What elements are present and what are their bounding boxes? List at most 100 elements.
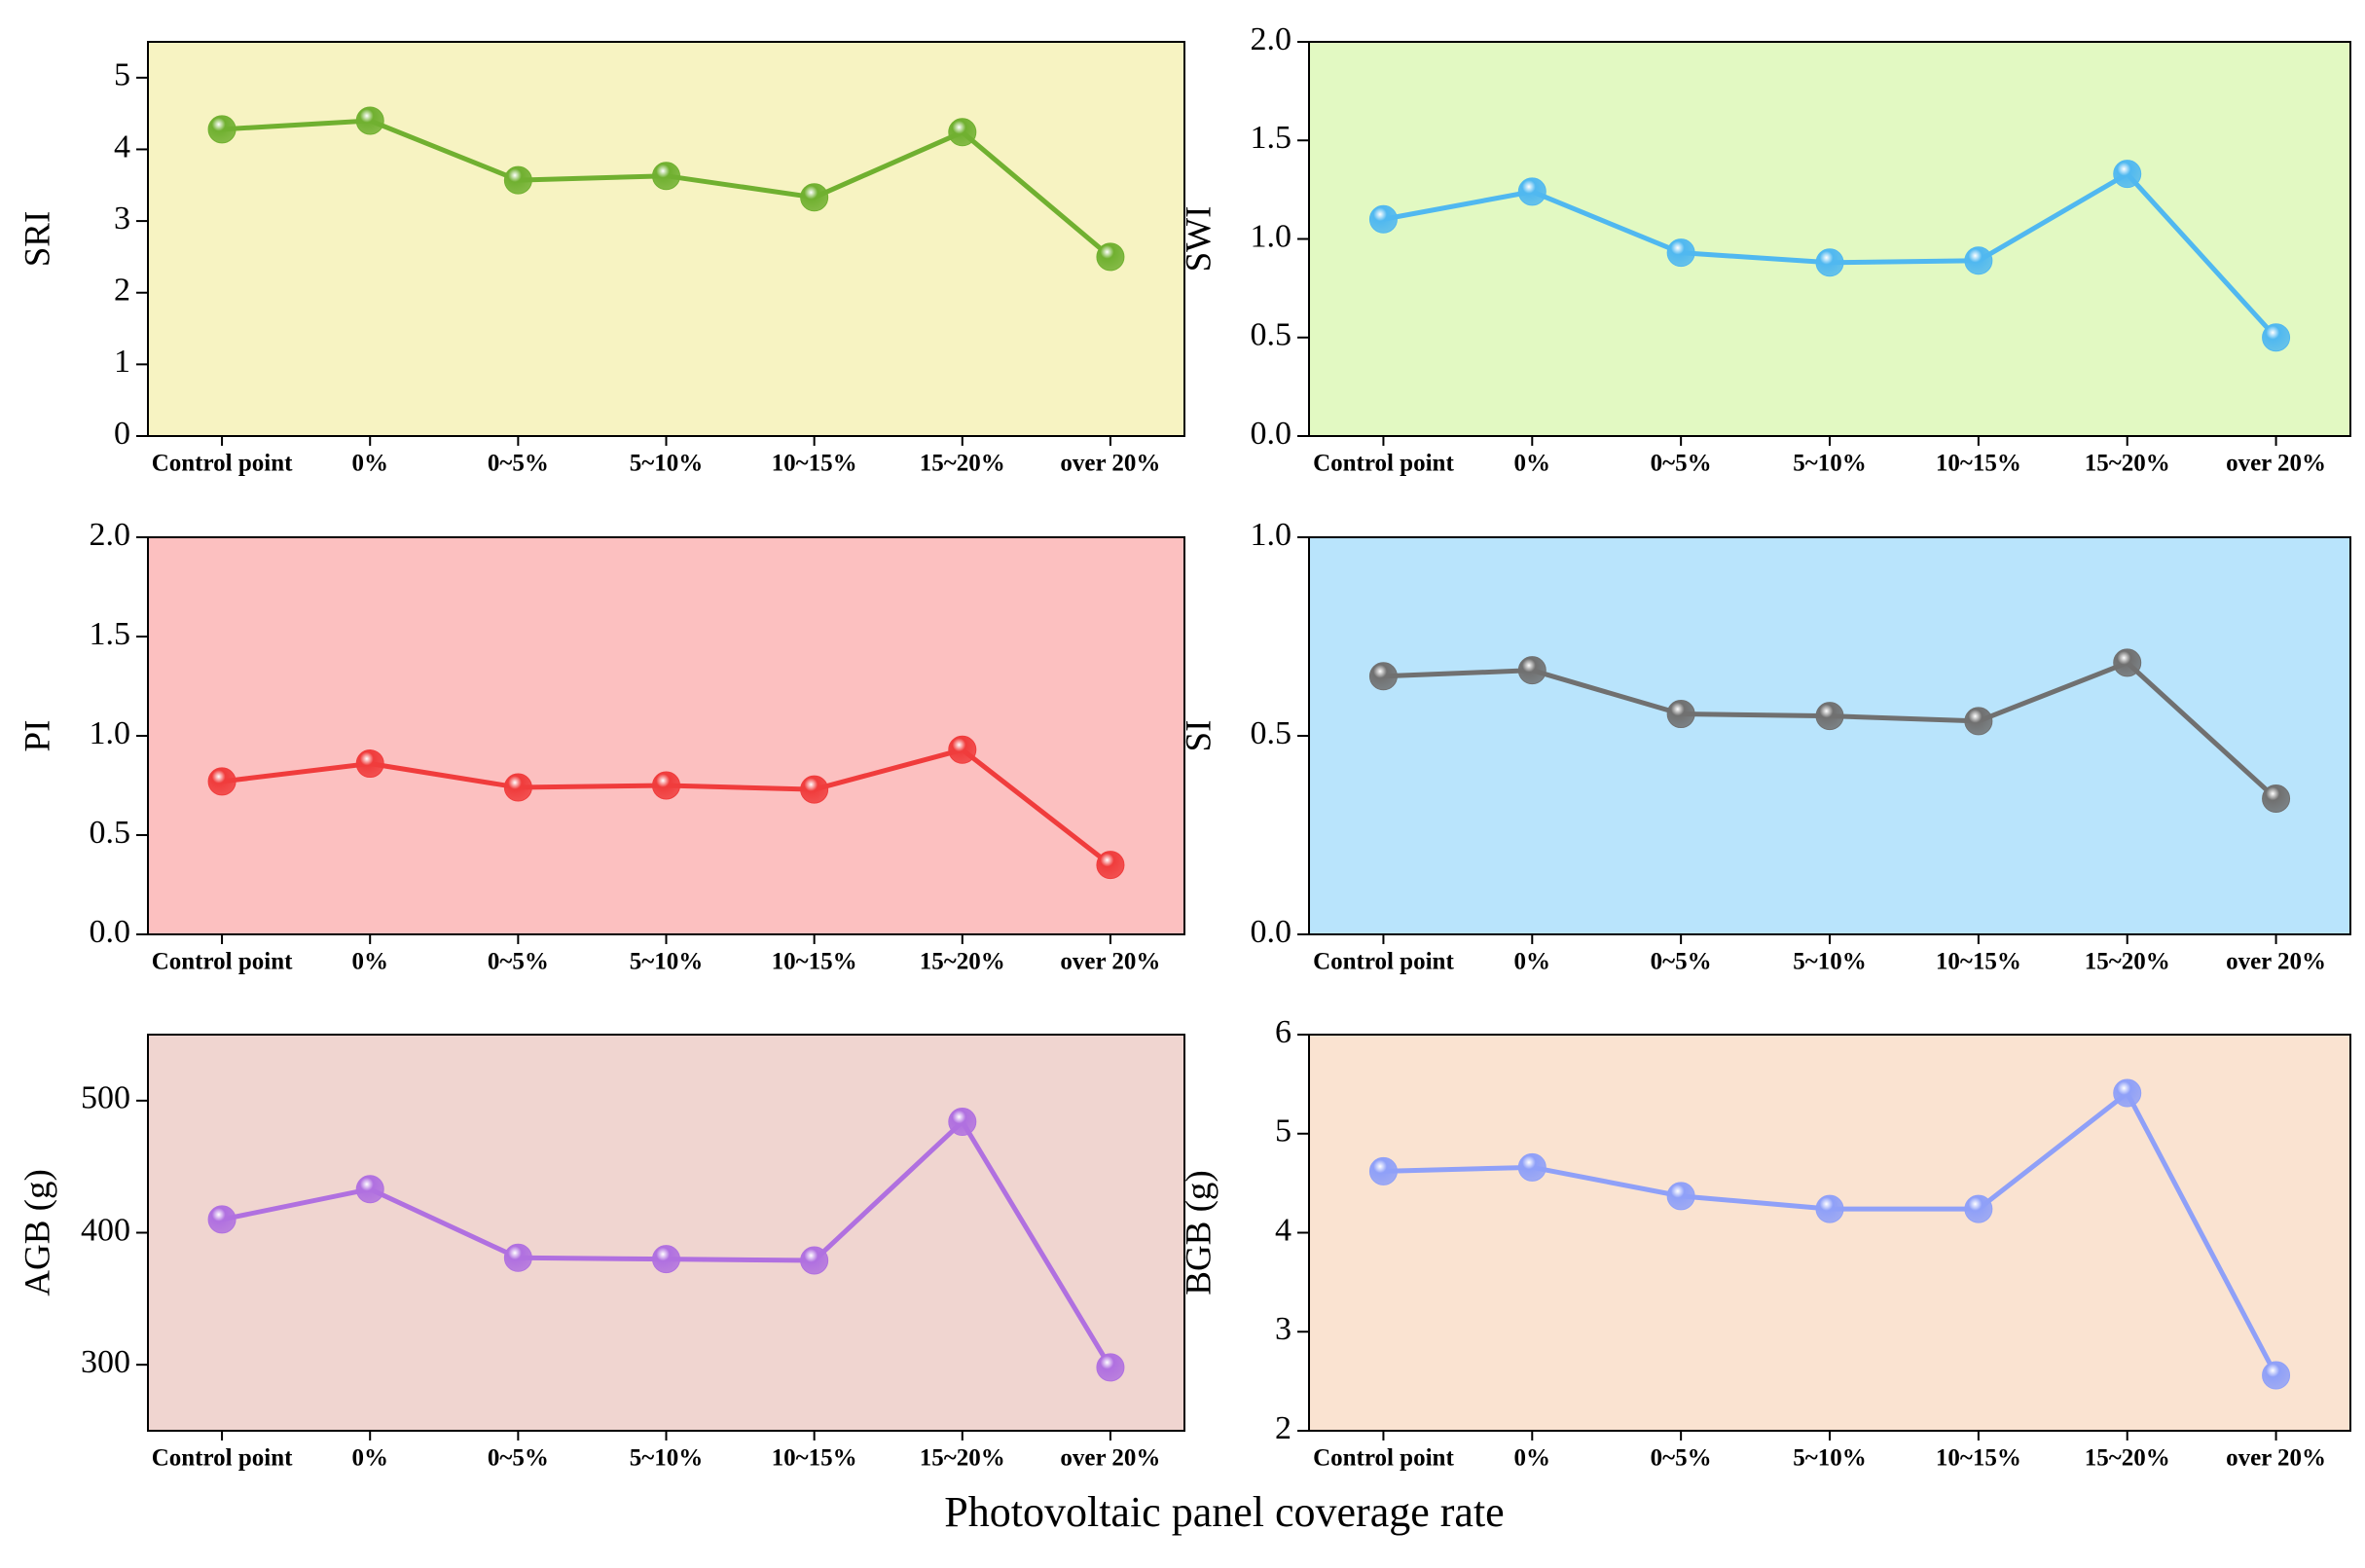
x-tick-label: over 20% xyxy=(1060,1445,1160,1472)
x-tick-label: Control point xyxy=(152,1445,293,1472)
y-tick-label: 1.5 xyxy=(90,616,131,652)
x-tick-label: 5~10% xyxy=(1793,451,1867,477)
data-point xyxy=(1096,242,1125,272)
data-point xyxy=(652,771,680,800)
x-tick-label: 5~10% xyxy=(630,451,704,477)
data-point xyxy=(2113,1078,2142,1108)
y-tick-label: 0.0 xyxy=(90,914,131,950)
x-tick-label: over 20% xyxy=(2226,1445,2326,1472)
data-point xyxy=(948,735,977,764)
data-point xyxy=(503,165,532,195)
plot-frame xyxy=(147,41,1185,437)
data-point xyxy=(1368,204,1398,234)
data-point xyxy=(355,106,384,135)
plot-background xyxy=(148,537,1184,934)
data-point xyxy=(2113,648,2142,677)
y-tick-label: 1 xyxy=(114,344,130,380)
x-tick-label: 0~5% xyxy=(1651,1445,1712,1472)
y-tick-label: 0.0 xyxy=(1251,914,1292,950)
data-point xyxy=(2262,784,2291,813)
data-point xyxy=(355,1175,384,1204)
x-axis-label: Photovoltaic panel coverage rate xyxy=(944,1488,1504,1536)
x-tick-label: Control point xyxy=(152,949,293,975)
data-point xyxy=(1666,238,1695,268)
y-tick-label: 3 xyxy=(1275,1311,1292,1347)
y-tick-label: 300 xyxy=(81,1344,130,1380)
data-point xyxy=(503,773,532,802)
y-tick-label: 6 xyxy=(1275,1014,1292,1050)
y-tick-label: 2 xyxy=(1275,1410,1292,1446)
data-point xyxy=(1517,656,1546,685)
x-tick-label: 10~15% xyxy=(772,1445,857,1472)
data-point xyxy=(652,1245,680,1274)
plot-background xyxy=(1309,1035,2350,1431)
data-point xyxy=(2262,1361,2291,1390)
data-point xyxy=(800,1246,829,1275)
y-tick-label: 2 xyxy=(114,273,130,309)
y-tick-label: 0.0 xyxy=(1251,416,1292,452)
x-tick-label: 10~15% xyxy=(1936,451,2021,477)
data-point xyxy=(652,162,680,191)
data-point xyxy=(207,1205,236,1234)
x-tick-label: Control point xyxy=(152,451,293,477)
data-point xyxy=(1517,1152,1546,1182)
plot-frame xyxy=(147,1034,1185,1432)
data-point xyxy=(2262,323,2291,352)
x-tick-label: 15~20% xyxy=(920,949,1005,975)
y-tick-label: 2.0 xyxy=(1251,21,1292,57)
x-tick-label: over 20% xyxy=(2226,451,2326,477)
y-tick-label: 1.0 xyxy=(1251,218,1292,254)
data-point xyxy=(1096,1353,1125,1382)
y-axis-label: SWI xyxy=(1179,206,1219,273)
x-tick-label: 15~20% xyxy=(2085,451,2170,477)
data-point xyxy=(355,749,384,779)
data-point xyxy=(800,183,829,212)
data-point xyxy=(948,118,977,147)
data-point xyxy=(207,115,236,144)
x-tick-label: 5~10% xyxy=(630,1445,704,1472)
data-point xyxy=(800,775,829,804)
y-tick-label: 1.0 xyxy=(90,715,131,751)
data-point xyxy=(2113,160,2142,189)
x-tick-label: 0~5% xyxy=(488,1445,549,1472)
data-point xyxy=(948,1108,977,1137)
x-tick-label: 0% xyxy=(1514,451,1551,477)
x-tick-label: Control point xyxy=(1313,949,1454,975)
x-tick-label: 5~10% xyxy=(1793,1445,1867,1472)
y-axis-label: SI xyxy=(1179,720,1219,752)
x-tick-label: over 20% xyxy=(1060,451,1160,477)
x-tick-label: 0~5% xyxy=(488,451,549,477)
data-point xyxy=(1964,707,1993,736)
data-point xyxy=(1096,851,1125,880)
data-point xyxy=(1666,700,1695,729)
y-tick-label: 0.5 xyxy=(1251,317,1292,353)
x-tick-label: Control point xyxy=(1313,451,1454,477)
plot-background xyxy=(1309,42,2350,436)
data-point xyxy=(1368,1156,1398,1185)
data-point xyxy=(503,1243,532,1272)
x-tick-label: 0~5% xyxy=(1651,949,1712,975)
y-axis-label: SRI xyxy=(18,211,57,268)
x-tick-label: 5~10% xyxy=(1793,949,1867,975)
y-axis-label: AGB (g) xyxy=(18,1169,57,1296)
plot-background xyxy=(148,1035,1184,1431)
x-tick-label: 10~15% xyxy=(1936,949,2021,975)
x-tick-label: 0% xyxy=(351,949,388,975)
y-tick-label: 5 xyxy=(1275,1113,1292,1149)
x-tick-label: 0% xyxy=(351,451,388,477)
data-point xyxy=(1517,177,1546,206)
data-point xyxy=(1815,1194,1844,1223)
plot-frame xyxy=(1308,41,2351,437)
data-point xyxy=(207,767,236,796)
y-tick-label: 4 xyxy=(114,128,130,164)
x-tick-label: 15~20% xyxy=(920,1445,1005,1472)
x-tick-label: over 20% xyxy=(2226,949,2326,975)
data-point xyxy=(1368,662,1398,691)
data-point xyxy=(1815,248,1844,277)
plot-frame xyxy=(147,536,1185,935)
x-tick-label: 0% xyxy=(351,1445,388,1472)
x-tick-label: 0% xyxy=(1514,949,1551,975)
y-tick-label: 3 xyxy=(114,201,130,237)
plot-background xyxy=(1309,537,2350,934)
